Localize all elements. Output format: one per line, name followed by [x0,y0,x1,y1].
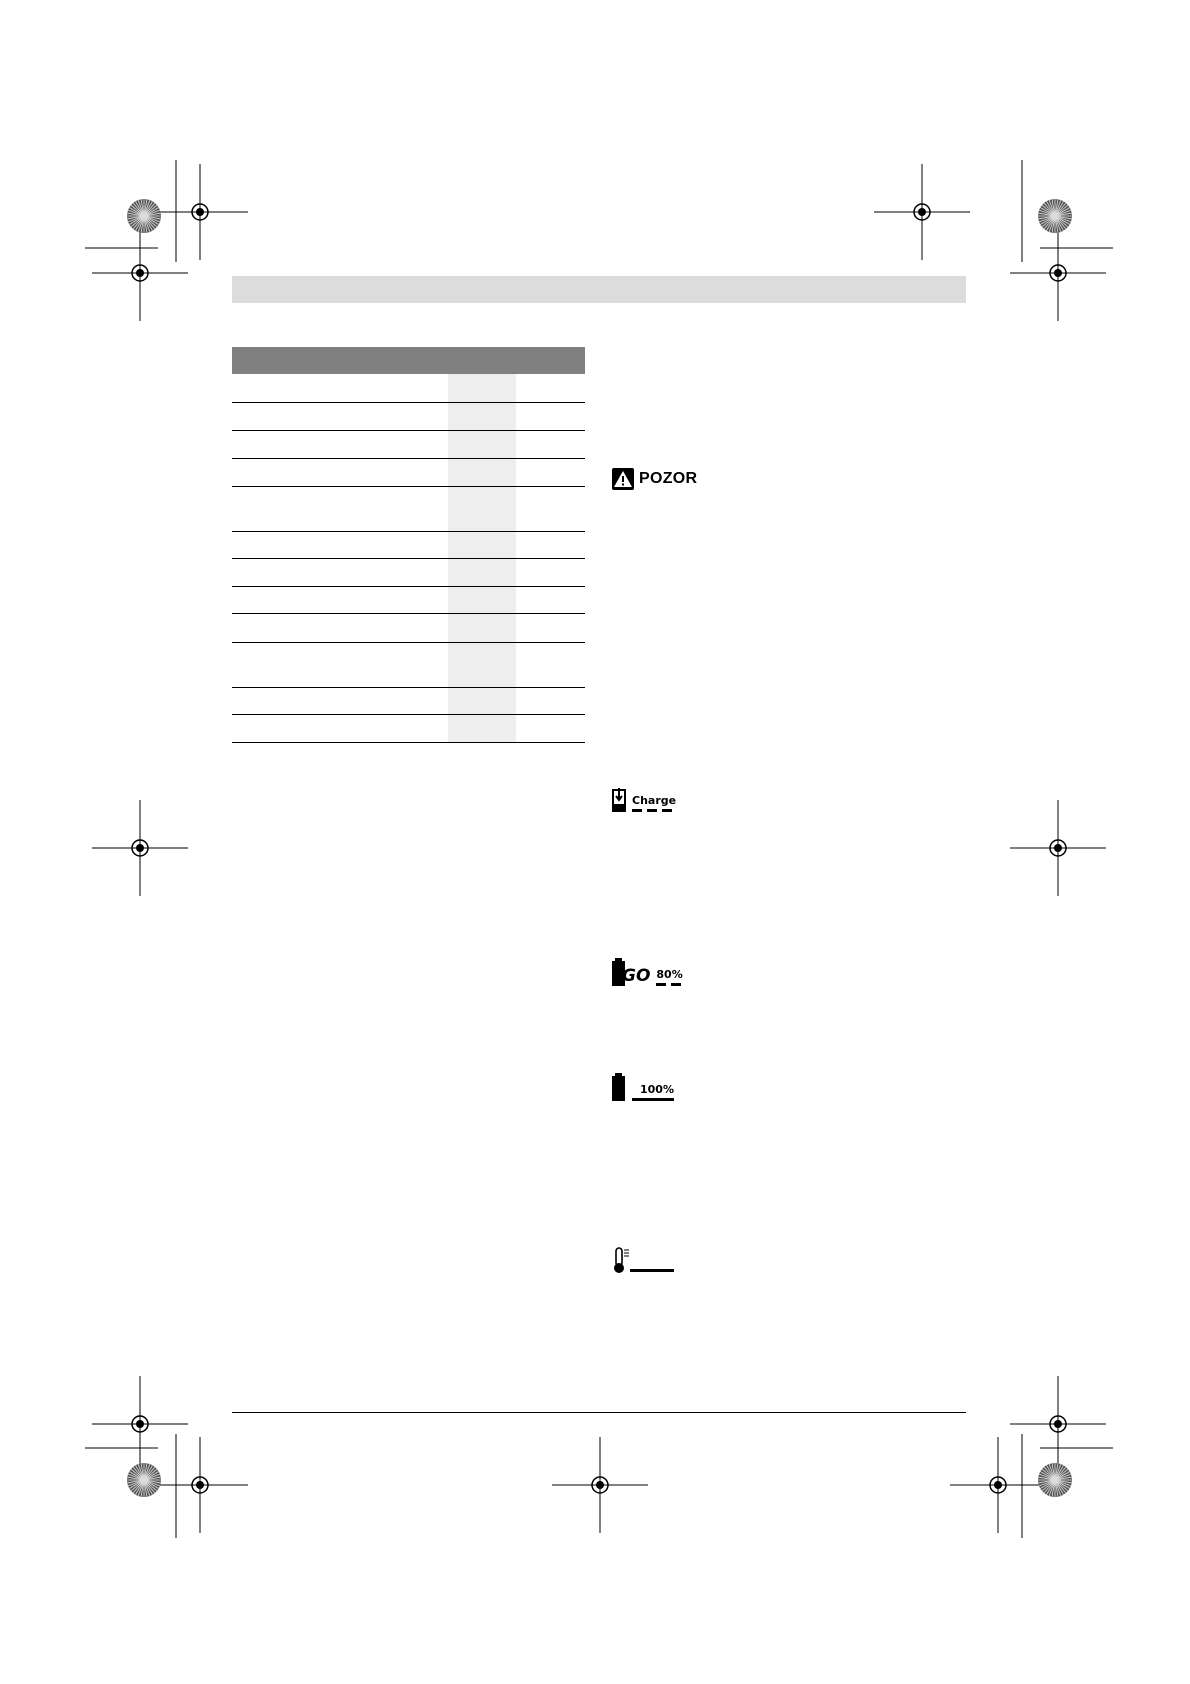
registration-mark [196,208,204,216]
table-header [232,347,585,374]
table-row-divider [232,586,585,587]
table-row-divider [232,714,585,715]
thermometer-icon [614,1247,674,1273]
registration-mark [918,208,926,216]
registration-mark [596,1481,604,1489]
registration-mark [136,844,144,852]
registration-mark [136,1420,144,1428]
table-row-divider [232,458,585,459]
indicator-full: 100% [612,1073,674,1101]
table-row-divider [232,486,585,487]
indicator-charge: Charge [612,786,676,812]
table-row-divider [232,687,585,688]
indicator-go: GO 80% [612,958,683,986]
registration-mark [136,269,144,277]
table-row-divider [232,402,585,403]
table-row-divider [232,742,585,743]
battery-charging-icon [612,788,626,812]
battery-full-icon [612,1073,625,1101]
registration-mark [196,1481,204,1489]
warning-heading: POZOR [612,468,697,490]
registration-mark [1054,269,1062,277]
table-row-divider [232,430,585,431]
footer-rule [232,1412,966,1413]
go-label: GO [622,966,651,986]
percent-80-label: 80% [656,968,683,981]
table-row-divider [232,558,585,559]
charge-label: Charge [632,794,677,807]
table-row-divider [232,642,585,643]
battery-go-icon [612,958,625,986]
indicator-temperature [612,1246,676,1274]
registration-mark [1054,1420,1062,1428]
registration-mark [1054,844,1062,852]
registration-mark [994,1481,1002,1489]
table-row-divider [232,531,585,532]
warning-label: POZOR [639,470,698,487]
warning-triangle-icon [612,468,634,490]
page-header-bar [232,276,966,303]
percent-100-label: 100% [640,1083,674,1096]
table-row-divider [232,613,585,614]
